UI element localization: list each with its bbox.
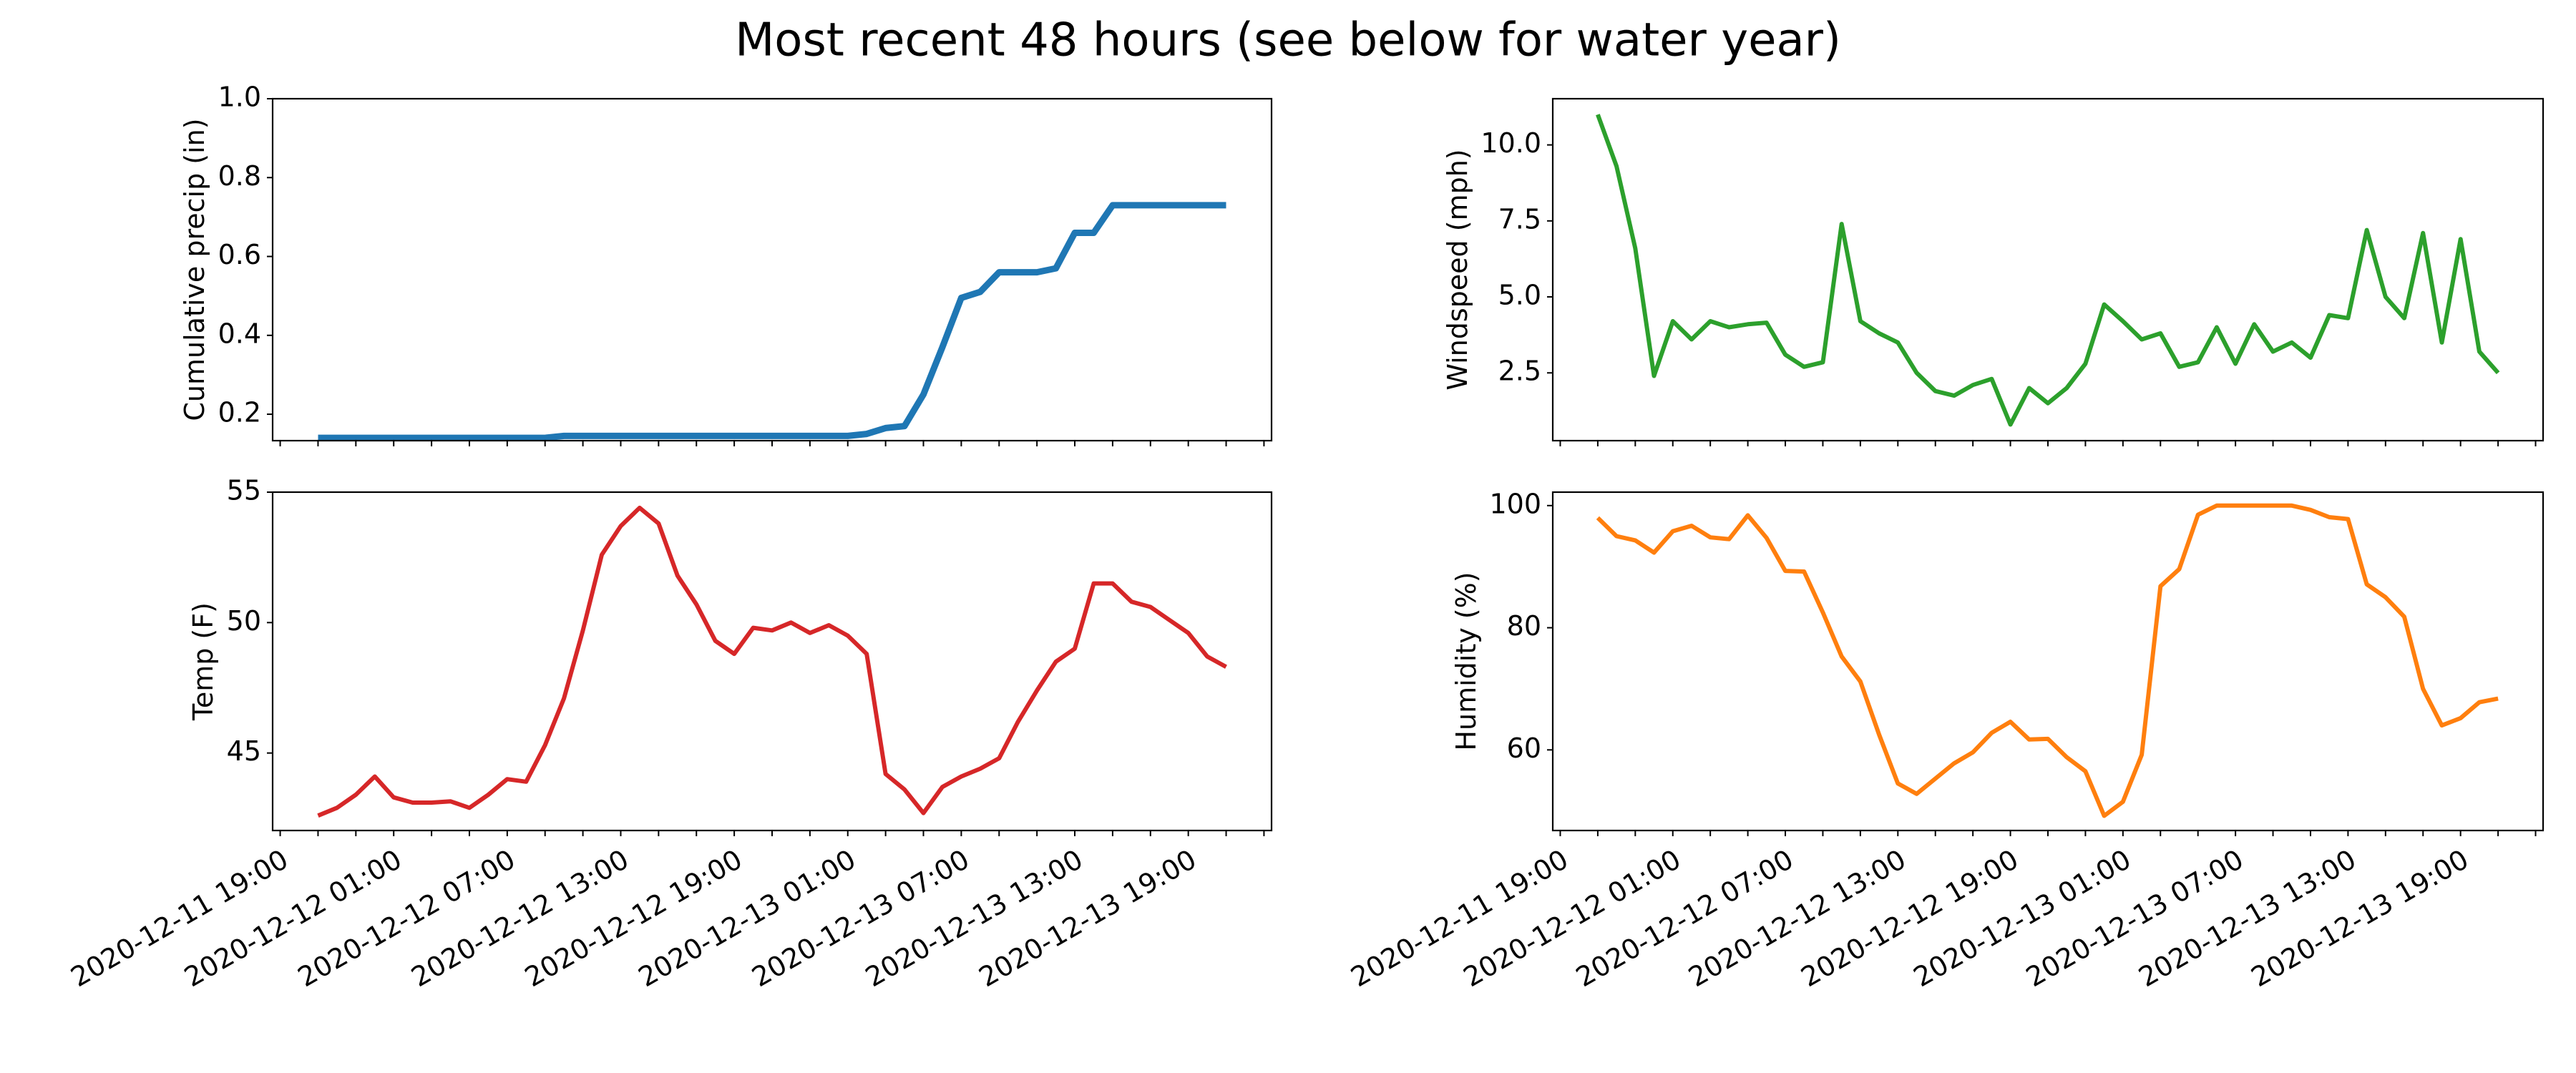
y-tick-label: 10.0	[1480, 127, 1541, 159]
y-tick-label: 0.6	[218, 239, 261, 270]
x-tick-label: 2020-12-13 01:00	[633, 843, 862, 993]
y-tick-label: 0.2	[218, 397, 261, 428]
data-line	[318, 202, 1226, 441]
plot-area	[1596, 503, 2499, 818]
x-tick-label: 2020-12-12 19:00	[519, 843, 748, 993]
axes-frame	[271, 491, 1273, 832]
y-tick-label: 100	[1489, 488, 1541, 519]
data-line	[1596, 503, 2499, 818]
x-tick-label: 2020-12-12 13:00	[406, 843, 634, 993]
y-axis-label: Temp (F)	[187, 602, 219, 721]
x-tick-label: 2020-12-12 01:00	[179, 843, 407, 993]
plot-area	[317, 505, 1227, 818]
x-tick-label: 2020-12-13 19:00	[974, 843, 1202, 993]
plot-area	[1596, 114, 2500, 427]
axes-frame	[1551, 491, 2545, 832]
data-line	[1596, 114, 2500, 427]
axes-frame	[1551, 97, 2545, 442]
y-axis-label: Humidity (%)	[1450, 572, 1482, 750]
x-tick-label: 2020-12-13 19:00	[2246, 843, 2474, 993]
plot-area	[318, 202, 1226, 441]
y-tick-label: 0.8	[218, 160, 261, 192]
x-tick-label: 2020-12-12 07:00	[293, 843, 521, 993]
y-tick-label: 80	[1507, 610, 1541, 642]
x-tick-label: 2020-12-13 07:00	[746, 843, 975, 993]
axes-frame	[271, 97, 1273, 442]
y-tick-label: 5.0	[1498, 280, 1541, 311]
y-tick-label: 7.5	[1498, 203, 1541, 235]
x-tick-label: 2020-12-13 13:00	[860, 843, 1088, 993]
y-tick-label: 2.5	[1498, 356, 1541, 387]
y-tick-label: 1.0	[218, 82, 261, 113]
subplot: 0.2 0.4 0.6 0.8 1.0 Cumulative precip (in)	[179, 82, 1273, 446]
y-axis-label: Cumulative precip (in)	[179, 118, 210, 421]
y-tick-label: 45	[227, 735, 261, 767]
y-tick-label: 50	[227, 605, 261, 637]
data-line	[317, 505, 1227, 818]
y-tick-label: 60	[1507, 733, 1541, 764]
figure-title: Most recent 48 hours (see below for wate…	[735, 14, 1841, 67]
y-tick-label: 0.4	[218, 318, 261, 349]
x-tick-label: 2020-12-11 19:00	[66, 843, 294, 993]
y-axis-label: Windspeed (mph)	[1442, 149, 1473, 390]
y-tick-label: 55	[227, 475, 261, 506]
